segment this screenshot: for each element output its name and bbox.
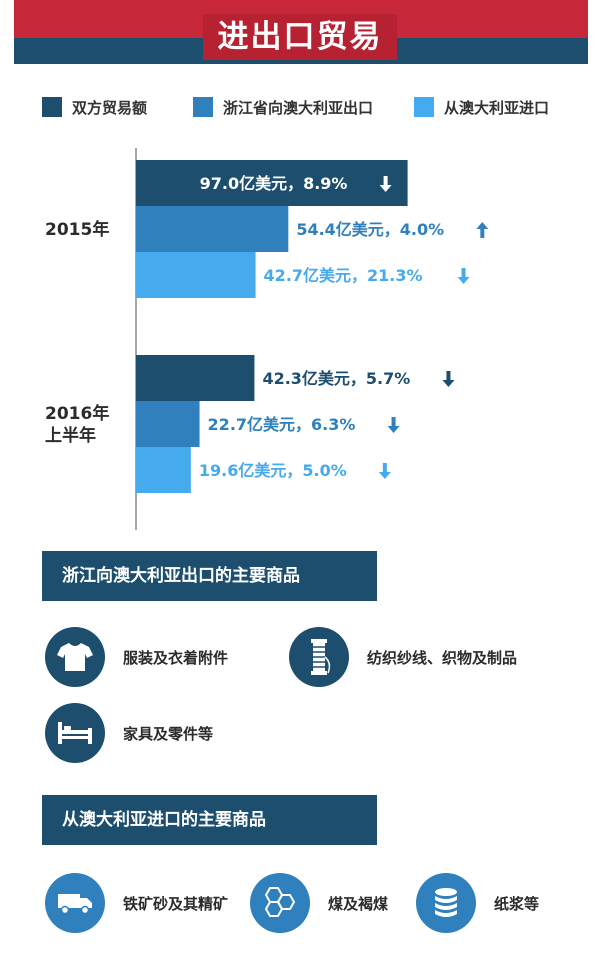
legend-label: 双方贸易额 [72,98,148,117]
thread-spool-icon [289,627,349,687]
import-good-coal: 煤及褐煤 [250,873,388,933]
export-section-title: 浙江向澳大利亚出口的主要商品 [42,551,377,601]
database-stack-icon [416,873,476,933]
good-label: 纺织纱线、织物及制品 [367,648,518,667]
legend-swatch [42,97,62,117]
down-arrow-icon [387,417,400,433]
good-label: 家具及零件等 [123,724,214,743]
good-label: 铁矿砂及其精矿 [123,894,229,913]
bar [136,252,256,298]
data-label: 42.3亿美元，5.7% [262,369,410,388]
category-label: 2016年 [45,403,109,424]
legend-item-import: 从澳大利亚进口 [414,95,549,119]
export-good-textile: 纺织纱线、织物及制品 [289,627,517,687]
good-label: 纸浆等 [494,894,540,913]
hexagons-icon [250,873,310,933]
down-arrow-icon [442,371,455,387]
legend-label: 浙江省向澳大利亚出口 [223,98,374,117]
bar [136,206,289,252]
down-arrow-icon [379,176,392,192]
data-label: 22.7亿美元，6.3% [208,415,356,434]
truck-icon [45,873,105,933]
bar [136,160,408,206]
legend-item-export: 浙江省向澳大利亚出口 [193,95,373,119]
tshirt-icon [45,627,105,687]
legend-swatch [414,97,434,117]
down-arrow-icon [378,463,391,479]
bar [136,355,255,401]
bar [136,401,200,447]
page-title: 进出口贸易 [203,14,397,60]
data-label: 19.6亿美元，5.0% [199,461,347,480]
data-label: 54.4亿美元，4.0% [296,220,444,239]
up-arrow-icon [476,222,489,238]
import-good-iron-ore: 铁矿砂及其精矿 [45,873,228,933]
bed-icon [45,703,105,763]
import-good-pulp: 纸浆等 [416,873,539,933]
data-label: 42.7亿美元，21.3% [264,266,423,285]
data-label: 97.0亿美元，8.9% [200,174,348,193]
export-good-furniture: 家具及零件等 [45,703,213,763]
good-label: 服装及衣着附件 [123,648,229,667]
down-arrow-icon [457,268,470,284]
legend-label: 从澳大利亚进口 [444,98,550,117]
bar [136,447,191,493]
good-label: 煤及褐煤 [328,894,389,913]
import-section-title: 从澳大利亚进口的主要商品 [42,795,377,845]
category-label: 2015年 [45,219,109,240]
export-good-clothing: 服装及衣着附件 [45,627,228,687]
legend-swatch [193,97,213,117]
category-label: 上半年 [45,425,96,446]
legend-item-trade: 双方贸易额 [42,95,147,119]
